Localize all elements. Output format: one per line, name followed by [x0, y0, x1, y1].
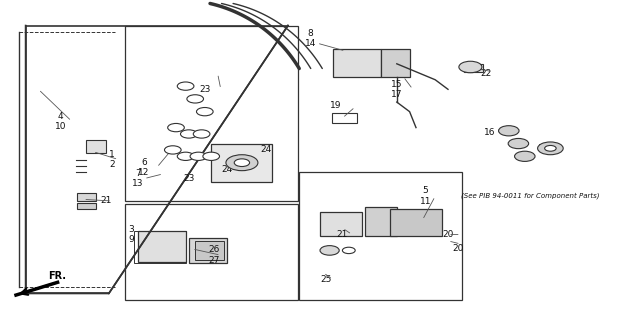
Circle shape — [545, 145, 556, 151]
Circle shape — [196, 108, 213, 116]
Bar — [86, 140, 106, 153]
Text: 19: 19 — [330, 101, 342, 110]
Bar — [464, 64, 483, 72]
Text: 18: 18 — [538, 144, 550, 153]
Text: 25: 25 — [321, 275, 332, 284]
Text: 21: 21 — [337, 230, 348, 239]
Circle shape — [203, 152, 220, 160]
Text: 23: 23 — [199, 85, 211, 94]
Text: 20: 20 — [442, 230, 454, 239]
Text: 22: 22 — [481, 69, 492, 78]
Bar — [195, 241, 224, 260]
Circle shape — [193, 130, 210, 138]
Bar — [333, 49, 381, 77]
Text: 26
27: 26 27 — [209, 246, 220, 265]
Text: 8
14: 8 14 — [305, 29, 316, 48]
Circle shape — [459, 61, 482, 73]
Bar — [125, 26, 298, 201]
Bar — [125, 204, 298, 300]
Circle shape — [499, 126, 519, 136]
Circle shape — [226, 155, 258, 171]
Text: 24: 24 — [260, 145, 271, 154]
Bar — [390, 209, 442, 236]
Bar — [77, 203, 96, 209]
Text: 4
10: 4 10 — [55, 112, 67, 131]
Text: 23: 23 — [183, 174, 195, 183]
Circle shape — [164, 146, 181, 154]
Text: 7
13: 7 13 — [132, 169, 143, 188]
Circle shape — [180, 130, 197, 138]
Bar — [138, 231, 186, 262]
Bar — [320, 212, 362, 236]
Text: 6
12: 6 12 — [138, 158, 150, 177]
Bar — [134, 231, 186, 263]
Circle shape — [177, 152, 194, 160]
Text: 1
2: 1 2 — [109, 150, 115, 169]
Circle shape — [168, 123, 184, 132]
Circle shape — [508, 138, 529, 149]
Circle shape — [187, 95, 204, 103]
Bar — [189, 238, 227, 263]
Text: (See PIB 94-0011 for Component Parts): (See PIB 94-0011 for Component Parts) — [461, 193, 599, 199]
Bar — [77, 193, 96, 201]
Text: 21: 21 — [100, 197, 111, 205]
Text: 24: 24 — [221, 165, 233, 174]
Text: 16: 16 — [484, 128, 495, 137]
Bar — [299, 172, 462, 300]
Text: 15
17: 15 17 — [391, 80, 403, 99]
Text: 5
11: 5 11 — [420, 187, 431, 206]
Circle shape — [538, 142, 563, 155]
Circle shape — [234, 159, 250, 167]
Circle shape — [177, 82, 194, 90]
Bar — [211, 144, 272, 182]
Circle shape — [515, 151, 535, 161]
Bar — [381, 49, 410, 77]
Text: FR.: FR. — [48, 271, 66, 281]
Circle shape — [320, 246, 339, 255]
Bar — [332, 113, 357, 123]
Circle shape — [342, 247, 355, 254]
Text: 3
9: 3 9 — [129, 225, 134, 244]
Circle shape — [190, 152, 207, 160]
Text: 20: 20 — [452, 244, 463, 253]
Bar — [365, 207, 397, 236]
